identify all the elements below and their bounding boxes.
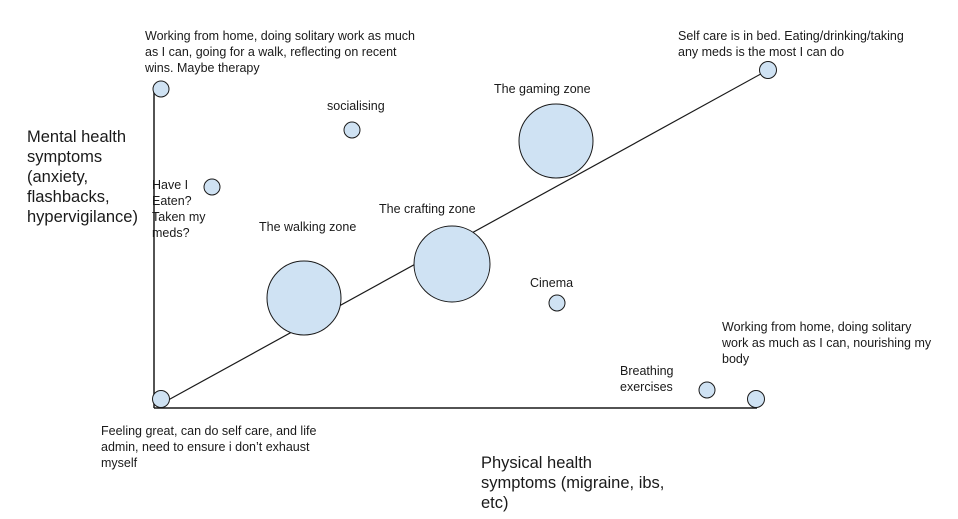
node-top-left	[152, 80, 170, 98]
label-breathing-exercises: Breathing exercises	[620, 364, 674, 394]
label-top-right: Self care is in bed. Eating/drinking/tak…	[678, 29, 904, 59]
bubble-walking-zone	[266, 260, 342, 336]
bubble-gaming-zone	[518, 103, 594, 179]
node-cinema	[548, 294, 566, 312]
node-socialising	[343, 121, 361, 139]
label-socialising: socialising	[327, 99, 385, 113]
node-top-right	[759, 61, 777, 79]
label-have-i-eaten: Have I Eaten? Taken my meds?	[152, 178, 206, 240]
label-walking-zone: The walking zone	[259, 220, 357, 234]
node-bottom-right	[747, 390, 765, 408]
node-have-i-eaten	[203, 178, 221, 196]
x-axis-label: Physical health symptoms (migraine, ibs,…	[481, 454, 665, 512]
y-axis-label: Mental health symptoms (anxiety, flashba…	[27, 128, 138, 226]
label-cinema: Cinema	[530, 276, 574, 290]
bubble-crafting-zone	[413, 225, 491, 303]
node-breathing-exercises	[698, 381, 716, 399]
label-crafting-zone: The crafting zone	[379, 202, 476, 216]
label-bottom-right: Working from home, doing solitary work a…	[722, 320, 932, 366]
label-gaming-zone: The gaming zone	[494, 82, 591, 96]
label-top-left: Working from home, doing solitary work a…	[145, 29, 416, 75]
node-bottom-left	[152, 390, 170, 408]
label-bottom-left: Feeling great, can do self care, and lif…	[101, 424, 317, 470]
